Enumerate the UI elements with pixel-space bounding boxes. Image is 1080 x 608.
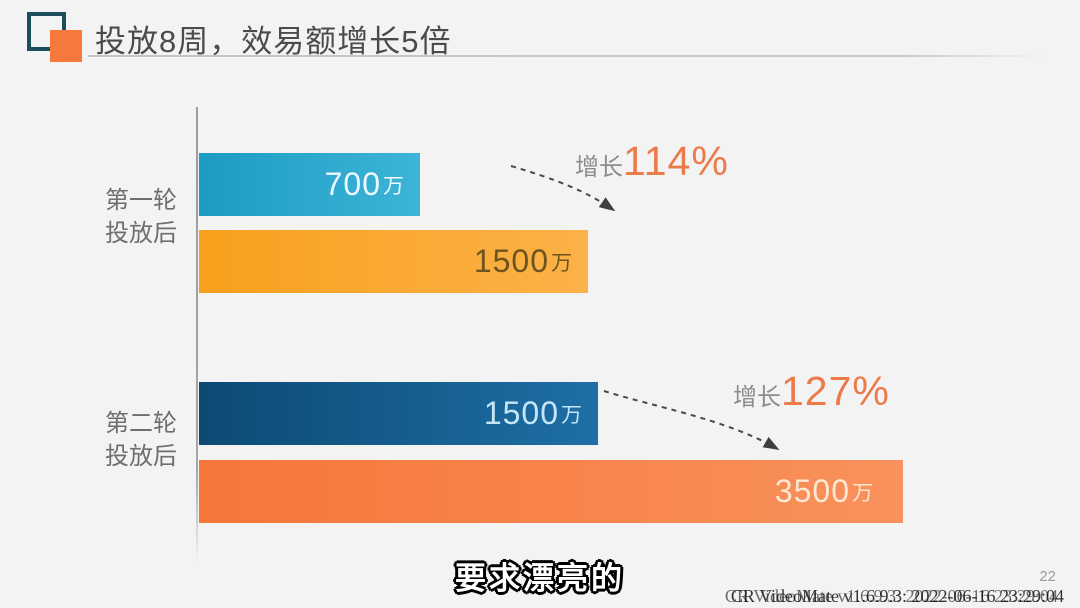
category-label-line: 投放后: [105, 443, 177, 470]
title-decor-icon: [27, 12, 85, 64]
growth-annotation-round2: 增长 127%: [733, 368, 890, 415]
growth-percent: 114%: [623, 138, 729, 184]
page-number: 22: [1039, 568, 1056, 585]
bar-unit: 万: [551, 251, 572, 275]
growth-prefix: 增长: [733, 384, 781, 411]
category-label-line: 第二轮: [105, 410, 177, 437]
bar-unit: 万: [383, 174, 404, 198]
title-underline: [88, 55, 1046, 57]
watermark-text: CR VideoMate v1.6.9.3: 2022-06-16 23:29:…: [730, 586, 1064, 606]
growth-annotation-round1: 增长 114%: [575, 138, 729, 185]
category-label-round2: 第二轮 投放后: [105, 407, 195, 473]
watermark-text-ghost: CR VideoMate v1.6.9.3: 2022-06-16 23:29:…: [724, 586, 1058, 606]
chart-axis-line: [196, 107, 198, 562]
page-title: 投放8周，效易额增长5倍: [95, 24, 452, 59]
bar-unit: 万: [561, 403, 582, 427]
bar-round1-before: 700 万: [199, 153, 420, 216]
bar-value: 1500: [473, 243, 549, 279]
square-fill-icon: [50, 30, 82, 62]
bar-round2-after: 3500 万: [199, 460, 903, 523]
category-label-round1: 第一轮 投放后: [105, 184, 195, 250]
category-label-line: 第一轮: [105, 187, 177, 214]
bar-unit: 万: [852, 481, 873, 505]
bar-value: 700: [324, 166, 381, 202]
video-subtitle: 要求漂亮的: [455, 561, 625, 596]
category-label-line: 投放后: [105, 220, 177, 247]
bar-round1-after: 1500 万: [199, 230, 588, 293]
growth-percent: 127%: [781, 368, 890, 414]
watermark: CR VideoMate v1.6.9.3: 2022-06-16 23:29:…: [644, 585, 1064, 607]
growth-prefix: 增长: [575, 154, 623, 181]
bar-value: 3500: [774, 473, 850, 509]
bar-value: 1500: [483, 395, 559, 431]
bar-round2-before: 1500 万: [199, 382, 598, 445]
